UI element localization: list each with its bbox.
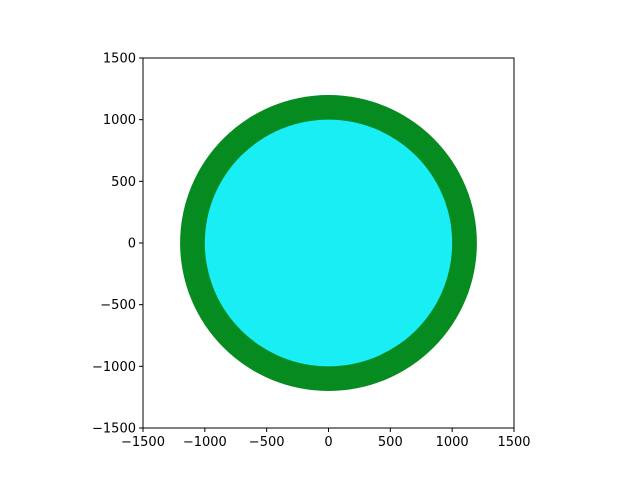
y-tick-label: 1500: [103, 52, 136, 67]
y-tick-label: −500: [100, 298, 136, 313]
x-tick-label: −1500: [121, 435, 165, 450]
y-tick-label: 500: [111, 175, 136, 190]
inner-disk-region: [204, 119, 453, 367]
x-axis: −1500 −1000 −500 0 500 1000 1500: [121, 428, 531, 450]
x-tick-label: −500: [249, 435, 285, 450]
y-axis: −1500 −1000 −500 0 500 1000 1500: [92, 52, 143, 437]
regions-layer: [180, 95, 477, 391]
y-tick-label: 0: [128, 237, 136, 252]
x-tick-label: 1000: [436, 435, 469, 450]
x-tick-label: −1000: [183, 435, 227, 450]
y-tick-label: −1000: [92, 360, 136, 375]
y-tick-label: 1000: [103, 113, 136, 128]
x-tick-label: 500: [378, 435, 403, 450]
x-tick-label: 1500: [497, 435, 530, 450]
y-tick-label: −1500: [92, 422, 136, 437]
x-tick-label: 0: [324, 435, 332, 450]
